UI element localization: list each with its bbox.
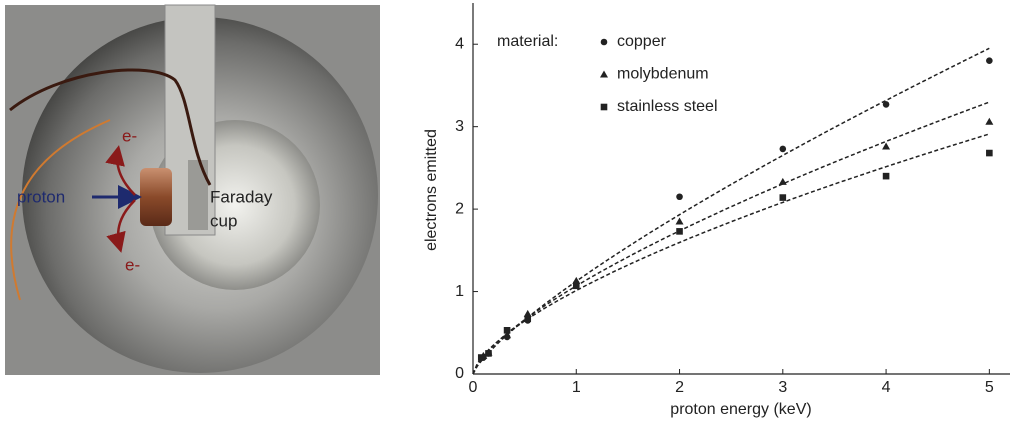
data-point (675, 217, 684, 225)
wire (9, 68, 212, 186)
data-point (503, 327, 511, 334)
electron-arrow (105, 145, 136, 196)
wire (10, 119, 111, 301)
proton-label: proton (17, 187, 65, 206)
detector-label: cup (210, 211, 237, 230)
legend-label: molybdenum (617, 66, 709, 83)
x-tick-label: 4 (882, 379, 891, 396)
x-tick-label: 1 (572, 379, 581, 396)
data-point (882, 172, 890, 180)
data-point (477, 354, 485, 361)
cup-screws (188, 160, 208, 230)
y-tick-label: 2 (455, 200, 464, 217)
data-point (524, 315, 532, 323)
y-axis-label: electrons emitted (423, 129, 440, 251)
legend-title: material: (497, 33, 558, 50)
data-point (676, 193, 683, 201)
y-tick-label: 4 (455, 35, 464, 52)
legend-label: stainless steel (617, 98, 718, 115)
legend-marker (600, 70, 608, 78)
data-point (778, 177, 787, 185)
electron-label: e- (122, 126, 137, 145)
data-point (572, 282, 580, 290)
data-point (779, 194, 787, 201)
data-point (779, 145, 787, 153)
y-tick-label: 1 (455, 283, 464, 300)
legend-marker (600, 38, 608, 46)
data-point (572, 276, 581, 284)
data-point (986, 149, 993, 157)
fit-curve (472, 133, 990, 375)
y-tick-label: 0 (455, 365, 464, 382)
data-point (882, 142, 891, 150)
x-tick-label: 2 (675, 379, 684, 396)
fit-curve (472, 101, 990, 375)
electron-arrow (106, 199, 136, 253)
data-point (882, 101, 890, 108)
x-tick-label: 5 (985, 379, 994, 396)
x-tick-label: 3 (778, 379, 787, 396)
data-point (503, 331, 512, 339)
electron-label: e- (125, 255, 140, 274)
data-point (485, 350, 492, 357)
data-point (985, 117, 994, 125)
fit-curve (472, 47, 990, 375)
x-axis-label: proton energy (keV) (670, 401, 811, 418)
y-tick-label: 3 (455, 118, 464, 135)
data-point (523, 309, 532, 317)
data-point (676, 228, 683, 235)
detector-label: Faraday (210, 187, 273, 206)
copper-target (140, 168, 172, 226)
legend-marker (600, 103, 608, 111)
legend-label: copper (617, 33, 667, 50)
photo: e- e- proton Faraday cup (5, 4, 380, 375)
data-point (986, 57, 993, 65)
x-tick-label: 0 (469, 379, 478, 396)
